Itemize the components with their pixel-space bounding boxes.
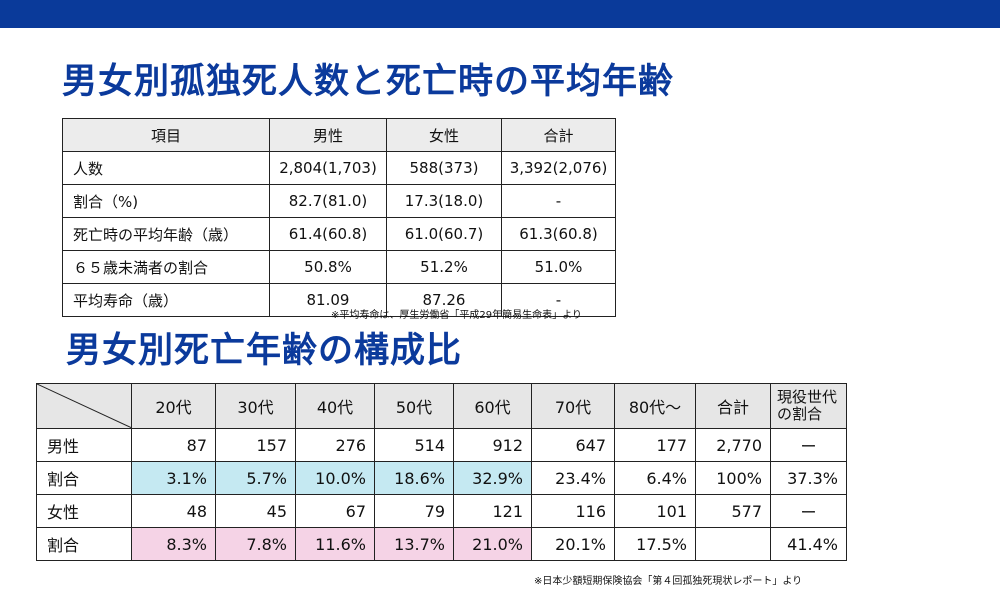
table-row: ６５歳未満者の割合 50.8% 51.2% 51.0% (62, 250, 616, 284)
table-cell: 647 (531, 428, 615, 462)
header-50s: 50代 (374, 383, 454, 429)
header-total: 合計 (501, 118, 616, 152)
top-banner-bar (0, 0, 1000, 28)
table-row: 平均寿命（歳） 81.09 87.26 - (62, 283, 616, 317)
table-row: 死亡時の平均年齢（歳） 61.4(60.8) 61.0(60.7) 61.3(6… (62, 217, 616, 251)
table-cell: 45 (215, 494, 296, 528)
row-label: 女性 (36, 494, 132, 528)
table-cell-highlight: 5.7% (215, 461, 296, 495)
cell-total: - (501, 184, 616, 218)
header-item: 項目 (62, 118, 270, 152)
cell-male: 81.09 (269, 283, 387, 317)
table-cell-highlight: 13.7% (374, 527, 454, 561)
header-20s: 20代 (131, 383, 216, 429)
header-total: 合計 (695, 383, 771, 429)
cell-male: 82.7(81.0) (269, 184, 387, 218)
cell-total: 51.0% (501, 250, 616, 284)
diagonal-corner-cell (36, 383, 132, 429)
table-cell: 177 (614, 428, 696, 462)
diagonal-line-icon (37, 384, 131, 428)
row-label: 人数 (62, 151, 270, 185)
cell-male: 2,804(1,703) (269, 151, 387, 185)
header-60s: 60代 (453, 383, 532, 429)
table-row: 人数 2,804(1,703) 588(373) 3,392(2,076) (62, 151, 616, 185)
table-row-male-ratio: 割合 3.1% 5.7% 10.0% 18.6% 32.9% 23.4% 6.4… (36, 461, 847, 495)
lonely-death-summary-table: 項目 男性 女性 合計 人数 2,804(1,703) 588(373) 3,3… (62, 118, 616, 317)
row-label: 割合（%) (62, 184, 270, 218)
table-row: 割合（%) 82.7(81.0) 17.3(18.0) - (62, 184, 616, 218)
table-cell-highlight: 8.3% (131, 527, 216, 561)
row-label: 割合 (36, 461, 132, 495)
table-cell: 41.4% (770, 527, 847, 561)
table-cell: 37.3% (770, 461, 847, 495)
table-cell-highlight: 32.9% (453, 461, 532, 495)
table-cell: 20.1% (531, 527, 615, 561)
row-label: 割合 (36, 527, 132, 561)
row-label: 男性 (36, 428, 132, 462)
table-cell-highlight: 11.6% (295, 527, 375, 561)
table-cell: 23.4% (531, 461, 615, 495)
table-cell: 79 (374, 494, 454, 528)
cell-female: 61.0(60.7) (386, 217, 502, 251)
header-80s-plus: 80代～ (614, 383, 696, 429)
header-working-age-ratio: 現役世代の割合 (770, 383, 847, 429)
table-cell-highlight: 21.0% (453, 527, 532, 561)
cell-male: 50.8% (269, 250, 387, 284)
section-title-age-composition: 男女別死亡年齢の構成比 (66, 331, 463, 371)
cell-male: 61.4(60.8) (269, 217, 387, 251)
source-note-report: ※日本少額短期保険協会「第４回孤独死現状レポート」より (534, 576, 803, 587)
table-cell: 100% (695, 461, 771, 495)
table-cell: 912 (453, 428, 532, 462)
table-cell-highlight: 3.1% (131, 461, 216, 495)
table-cell: 116 (531, 494, 615, 528)
table-row-male: 男性 87 157 276 514 912 647 177 2,770 ー (36, 428, 847, 462)
header-male: 男性 (269, 118, 387, 152)
table-cell: 514 (374, 428, 454, 462)
table-cell: 577 (695, 494, 771, 528)
cell-total: - (501, 283, 616, 317)
table-row-female-ratio: 割合 8.3% 7.8% 11.6% 13.7% 21.0% 20.1% 17.… (36, 527, 847, 561)
header-30s: 30代 (215, 383, 296, 429)
table-cell: 121 (453, 494, 532, 528)
table-cell: 17.5% (614, 527, 696, 561)
header-70s: 70代 (531, 383, 615, 429)
table-cell: 157 (215, 428, 296, 462)
cell-female: 588(373) (386, 151, 502, 185)
table-cell: 87 (131, 428, 216, 462)
table-cell (695, 527, 771, 561)
table-cell: 2,770 (695, 428, 771, 462)
source-note-life-table: ※平均寿命は、厚生労働省「平成29年簡易生命表」より (331, 310, 582, 321)
row-label: ６５歳未満者の割合 (62, 250, 270, 284)
cell-female: 17.3(18.0) (386, 184, 502, 218)
table-header-row: 20代 30代 40代 50代 60代 70代 80代～ 合計 現役世代の割合 (36, 383, 847, 429)
table-cell: ー (770, 428, 847, 462)
table-cell-highlight: 18.6% (374, 461, 454, 495)
cell-total: 61.3(60.8) (501, 217, 616, 251)
table-cell: ー (770, 494, 847, 528)
row-label: 死亡時の平均年齢（歳） (62, 217, 270, 251)
table-cell: 48 (131, 494, 216, 528)
table-cell: 67 (295, 494, 375, 528)
header-female: 女性 (386, 118, 502, 152)
section-title-lonely-death-count: 男女別孤独死人数と死亡時の平均年齢 (62, 62, 675, 102)
table-header-row: 項目 男性 女性 合計 (62, 118, 616, 152)
header-40s: 40代 (295, 383, 375, 429)
age-composition-table: 20代 30代 40代 50代 60代 70代 80代～ 合計 現役世代の割合 … (36, 383, 847, 561)
row-label: 平均寿命（歳） (62, 283, 270, 317)
table-cell-highlight: 10.0% (295, 461, 375, 495)
table-cell-highlight: 7.8% (215, 527, 296, 561)
table-row-female: 女性 48 45 67 79 121 116 101 577 ー (36, 494, 847, 528)
table-cell: 6.4% (614, 461, 696, 495)
cell-female: 51.2% (386, 250, 502, 284)
table-cell: 276 (295, 428, 375, 462)
cell-total: 3,392(2,076) (501, 151, 616, 185)
table-cell: 101 (614, 494, 696, 528)
